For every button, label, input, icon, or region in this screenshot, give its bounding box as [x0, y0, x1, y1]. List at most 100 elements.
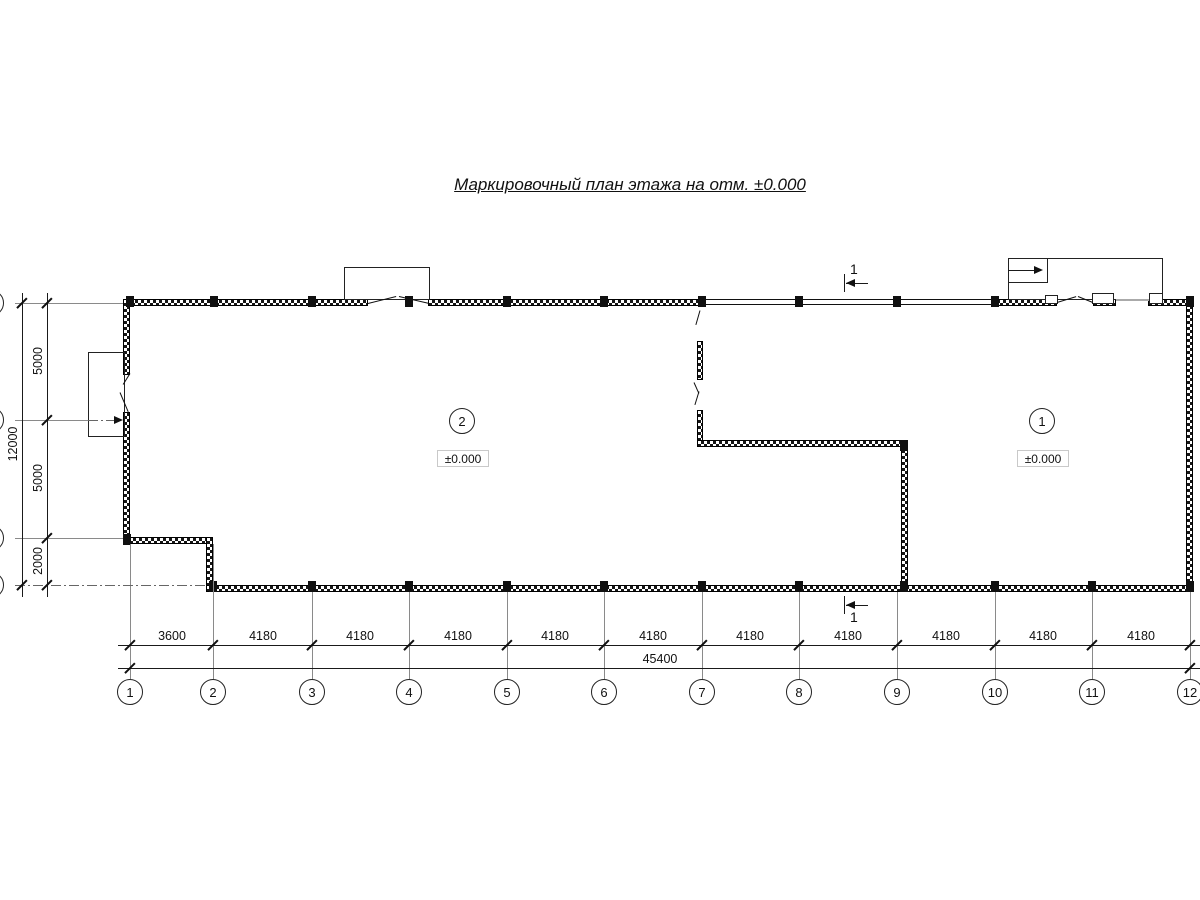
partition-vertical-1	[697, 341, 703, 380]
column-marker	[698, 296, 706, 307]
dim-label: 4180	[736, 629, 764, 643]
threshold-line	[1116, 299, 1149, 301]
wall-right	[1186, 299, 1193, 592]
grid-line	[312, 592, 313, 679]
dim-label: 3600	[158, 629, 186, 643]
grid-line	[130, 544, 131, 679]
wall-top-a	[125, 299, 368, 306]
grid-bubble-5: 5	[494, 679, 520, 705]
row-bubble	[0, 407, 4, 433]
grid-line	[409, 592, 410, 679]
grid-line	[1190, 592, 1191, 679]
room-number-bubble: 2	[449, 408, 475, 434]
grid-bubble-7: 7	[689, 679, 715, 705]
ramp-direction-line	[1008, 270, 1036, 271]
section-arrow-icon	[846, 279, 855, 287]
dimension-line	[118, 645, 1200, 646]
dim-total-label: 12000	[6, 426, 20, 462]
row-line-dashdot	[15, 585, 205, 586]
section-arrow-line	[846, 283, 868, 284]
wall-top-b	[428, 299, 702, 306]
column-marker	[308, 581, 316, 592]
pier-3	[1149, 293, 1163, 304]
dim-label: 5000	[31, 464, 45, 492]
row-bubble	[0, 290, 4, 316]
room-elevation: ±0.000	[1017, 450, 1069, 467]
grid-bubble-12: 12	[1177, 679, 1200, 705]
dim-label: 4180	[639, 629, 667, 643]
grid-bubble-3: 3	[299, 679, 325, 705]
column-marker	[795, 296, 803, 307]
dim-label: 4180	[1029, 629, 1057, 643]
row-line	[15, 420, 88, 421]
column-marker	[900, 440, 908, 451]
grid-bubble-9: 9	[884, 679, 910, 705]
column-marker	[600, 581, 608, 592]
grid-line	[702, 592, 703, 679]
dim-label: 4180	[834, 629, 862, 643]
column-marker	[698, 581, 706, 592]
dim-label: 4180	[249, 629, 277, 643]
dim-label: 4180	[346, 629, 374, 643]
grid-line	[507, 592, 508, 679]
dim-label: 4180	[1127, 629, 1155, 643]
wall-step-horizontal	[123, 537, 213, 544]
dim-label: 5000	[31, 347, 45, 375]
room-number-bubble: 1	[1029, 408, 1055, 434]
grid-bubble-2: 2	[200, 679, 226, 705]
section-label-bottom: 1	[850, 609, 858, 625]
row-line-dashdot	[88, 420, 118, 421]
column-marker	[893, 296, 901, 307]
opening-break-line	[694, 391, 700, 406]
row-bubble	[0, 525, 4, 551]
grid-line	[995, 592, 996, 679]
row-axis-arrow-icon	[114, 416, 123, 424]
section-cut-tick	[844, 596, 845, 614]
drawing-title: Маркировочный план этажа на отм. ±0.000	[454, 175, 806, 194]
grid-bubble-8: 8	[786, 679, 812, 705]
column-marker	[210, 296, 218, 307]
column-marker	[600, 296, 608, 307]
column-marker	[405, 296, 413, 307]
grid-bubble-11: 11	[1079, 679, 1105, 705]
grid-line	[1092, 592, 1093, 679]
partition-vertical-3	[901, 440, 908, 592]
column-marker	[795, 581, 803, 592]
column-marker	[1186, 581, 1194, 592]
pier-1	[1045, 295, 1058, 304]
dim-label: 4180	[541, 629, 569, 643]
column-marker	[126, 296, 134, 307]
dim-total-label: 45400	[642, 652, 678, 666]
section-arrow-icon	[846, 601, 855, 609]
dim-label: 4180	[932, 629, 960, 643]
column-marker	[405, 581, 413, 592]
section-cut-tick	[844, 274, 845, 292]
column-marker	[991, 581, 999, 592]
grid-line	[799, 592, 800, 679]
column-marker	[900, 581, 908, 592]
dimension-line-total	[22, 293, 23, 597]
grid-line	[604, 592, 605, 679]
column-marker	[503, 581, 511, 592]
row-line	[15, 538, 123, 539]
grid-line	[897, 592, 898, 679]
ramp-direction-arrow-icon	[1034, 266, 1043, 274]
grid-bubble-4: 4	[396, 679, 422, 705]
left-porch-outline	[88, 352, 125, 437]
section-arrow-line	[846, 605, 868, 606]
column-marker	[1186, 296, 1194, 307]
row-bubble	[0, 572, 4, 598]
room-elevation: ±0.000	[437, 450, 489, 467]
column-marker	[1088, 581, 1096, 592]
top-vestibule-outline	[344, 267, 430, 300]
dim-label: 2000	[31, 547, 45, 575]
wall-top-light	[702, 299, 993, 305]
dimension-line-total	[118, 668, 1200, 669]
grid-bubble-1: 1	[117, 679, 143, 705]
section-label-top: 1	[850, 261, 858, 277]
column-marker	[991, 296, 999, 307]
partition-horizontal	[697, 440, 908, 447]
grid-bubble-6: 6	[591, 679, 617, 705]
grid-bubble-10: 10	[982, 679, 1008, 705]
